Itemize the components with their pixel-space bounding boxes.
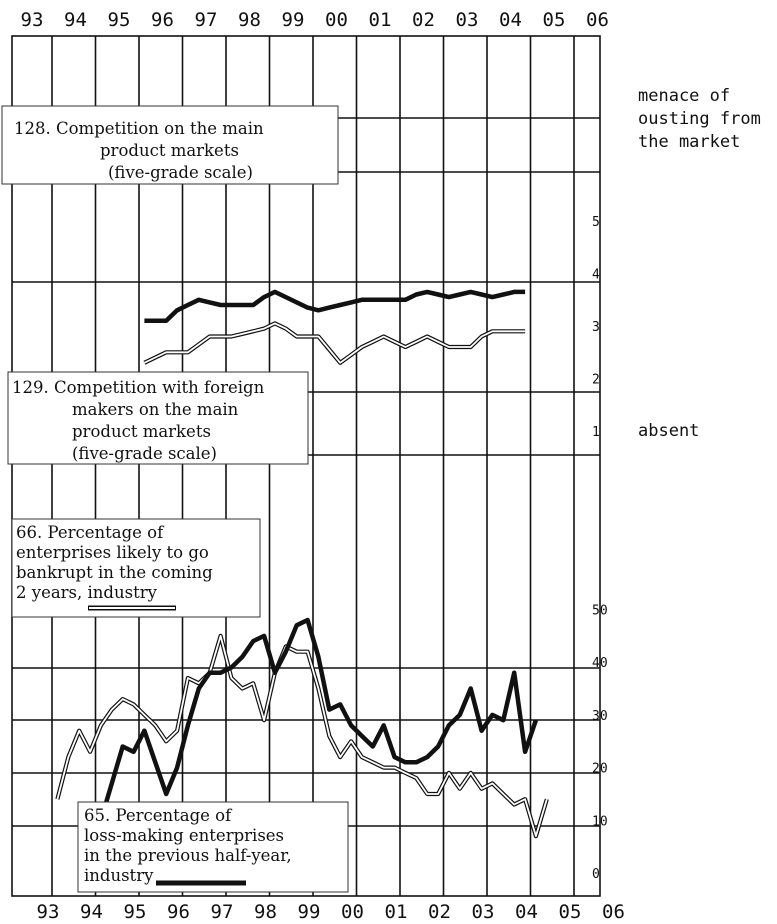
x-tick-label-bottom: 00 xyxy=(341,901,364,923)
x-tick-label-bottom: 05 xyxy=(559,901,582,923)
x-tick-label-top: 94 xyxy=(64,9,87,31)
x-tick-label-top: 97 xyxy=(195,9,218,31)
x-tick-label-top: 05 xyxy=(543,9,566,31)
series-label-129: 129. Competition with foreign makers on … xyxy=(7,371,309,465)
y-tick-label-lower: 0 xyxy=(592,867,600,882)
x-tick-label-top: 98 xyxy=(238,9,261,31)
x-tick-label-bottom: 03 xyxy=(472,901,495,923)
series-128-line xyxy=(144,289,526,324)
series-65-line xyxy=(98,617,539,821)
x-tick-label-bottom: 04 xyxy=(515,901,538,923)
label-line: 66. Percentage of xyxy=(16,523,165,542)
x-tick-label-top: 00 xyxy=(325,9,348,31)
x-tick-label-bottom: 93 xyxy=(37,901,60,923)
label-box xyxy=(77,801,349,893)
x-tick-label-top: 01 xyxy=(369,9,392,31)
label-line: product markets xyxy=(72,422,211,441)
label-line: loss-making enterprises xyxy=(84,826,284,845)
x-tick-label-top: 04 xyxy=(499,9,522,31)
x-tick-label-top: 93 xyxy=(21,9,44,31)
label-line: industry xyxy=(84,866,154,885)
x-tick-label-bottom: 98 xyxy=(254,901,277,923)
x-tick-label-top: 06 xyxy=(586,9,609,31)
side-label-line: menace of xyxy=(638,86,730,106)
lower-y-axis: 0 10 20 30 40 50 xyxy=(592,604,608,883)
y-side-label-bottom: absent xyxy=(638,421,699,441)
y-tick-label-upper: 5 xyxy=(592,215,600,230)
upper-chart-series xyxy=(143,289,526,365)
x-axis-top: 93 94 95 96 97 98 99 00 01 02 03 04 05 06 xyxy=(21,9,609,31)
y-tick-label-lower: 20 xyxy=(592,762,608,777)
x-tick-label-bottom: 02 xyxy=(428,901,451,923)
y-side-label-top: menace of ousting from the market xyxy=(638,86,761,152)
x-tick-label-bottom: 01 xyxy=(385,901,408,923)
label-line: 2 years, industry xyxy=(16,583,158,602)
label-line: 129. Competition with foreign xyxy=(12,378,265,397)
series-label-128: 128. Competition on the main product mar… xyxy=(1,105,339,185)
label-line: 128. Competition on the main xyxy=(14,119,264,138)
label-line: bankrupt in the coming xyxy=(16,563,213,582)
series-label-66: 66. Percentage of enterprises likely to … xyxy=(11,518,261,618)
x-tick-label-top: 96 xyxy=(151,9,174,31)
label-line: enterprises likely to go xyxy=(16,543,209,562)
x-axis-bottom: 93 94 95 96 97 98 99 00 01 02 03 04 05 06 xyxy=(37,901,625,923)
y-tick-label-lower: 40 xyxy=(592,656,608,671)
label-line: (five-grade scale) xyxy=(108,163,253,182)
y-tick-label-lower: 10 xyxy=(592,814,608,829)
y-tick-label-upper: 3 xyxy=(592,320,600,335)
y-tick-label-upper: 1 xyxy=(592,425,600,440)
label-line: product markets xyxy=(100,141,239,160)
series-129-line-inner xyxy=(144,322,526,364)
label-box xyxy=(11,518,261,618)
upper-y-axis: 1 2 3 4 5 xyxy=(592,215,600,440)
label-line: 65. Percentage of xyxy=(84,806,233,825)
x-tick-label-top: 03 xyxy=(456,9,479,31)
y-tick-label-lower: 30 xyxy=(592,709,608,724)
label-line: in the previous half-year, xyxy=(84,846,292,865)
series-label-65: 65. Percentage of loss-making enterprise… xyxy=(77,801,349,893)
chart-frame xyxy=(11,35,601,897)
x-tick-label-top: 99 xyxy=(282,9,305,31)
series-66-line-inner xyxy=(56,635,548,837)
y-tick-label-upper: 4 xyxy=(592,268,600,283)
y-tick-label-lower: 50 xyxy=(592,604,608,619)
x-tick-label-bottom: 96 xyxy=(167,901,190,923)
x-tick-label-top: 95 xyxy=(108,9,131,31)
x-tick-label-bottom: 97 xyxy=(211,901,234,923)
side-label-line: ousting from xyxy=(638,109,761,129)
x-tick-label-bottom: 95 xyxy=(124,901,147,923)
side-label-line: the market xyxy=(638,132,740,152)
x-tick-label-bottom: 94 xyxy=(80,901,103,923)
label-line: (five-grade scale) xyxy=(72,444,217,463)
x-tick-label-bottom: 06 xyxy=(602,901,625,923)
x-tick-label-top: 02 xyxy=(412,9,435,31)
label-line: makers on the main xyxy=(72,400,239,419)
y-tick-label-upper: 2 xyxy=(592,373,600,388)
label-box xyxy=(1,105,339,185)
label-box xyxy=(7,371,309,465)
lower-chart-series xyxy=(55,617,549,839)
x-tick-label-bottom: 99 xyxy=(298,901,321,923)
